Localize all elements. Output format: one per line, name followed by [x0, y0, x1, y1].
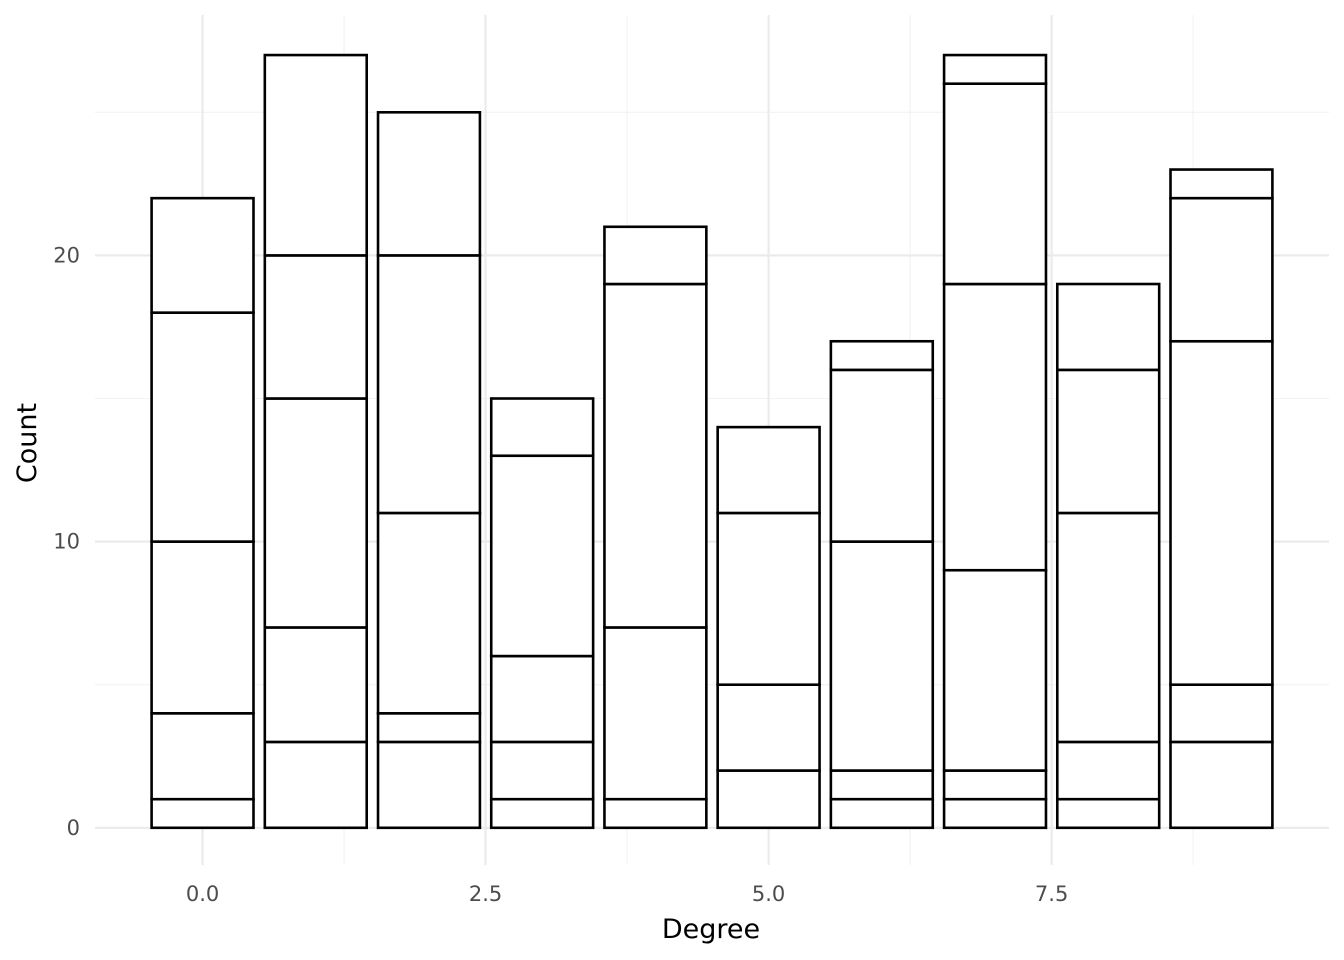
bar-stack [1055, 282, 1161, 830]
bar-segment [489, 454, 595, 658]
bar-segment [263, 254, 369, 400]
bar-segment [489, 740, 595, 801]
bar-segment [263, 740, 369, 830]
bar-segment [263, 626, 369, 744]
bar-segment [150, 797, 255, 830]
bar-segment [716, 425, 821, 515]
bar-segment [603, 797, 708, 830]
bar-segment [1055, 282, 1161, 372]
bar-segment [603, 225, 708, 286]
bar-segment [150, 540, 255, 715]
bar-segment [829, 540, 935, 772]
bar-stack [829, 339, 935, 830]
x-tick-label: 5.0 [752, 882, 785, 906]
bar-segment [942, 282, 1048, 572]
bar-segment [1169, 339, 1274, 686]
x-tick-label: 0.0 [186, 882, 219, 906]
bar-stack [603, 225, 708, 830]
bar-stack [716, 425, 821, 830]
bar-stack [489, 397, 595, 830]
bar-segment [1055, 368, 1161, 515]
bar-segment [829, 368, 935, 543]
bar-segment [150, 311, 255, 543]
bar-segment [150, 196, 255, 314]
bar-segment [942, 797, 1048, 830]
bar-segment [829, 339, 935, 372]
bar-segment [376, 740, 482, 830]
bar-segment [376, 111, 482, 257]
bar-stack [376, 111, 482, 830]
bar-segment [263, 53, 369, 257]
bar-segment [942, 82, 1048, 286]
bar-segment [263, 397, 369, 629]
bar-segment [1169, 740, 1274, 830]
bar-stack [150, 196, 255, 830]
bar-stack [942, 53, 1048, 830]
bars [150, 53, 1274, 830]
x-tick-label: 2.5 [469, 882, 502, 906]
bar-segment [1169, 168, 1274, 200]
tick-labels: 0.0 2.5 5.0 7.5 0 10 20 [53, 243, 1068, 906]
bar-segment [942, 53, 1048, 85]
bar-stack [263, 53, 369, 830]
y-tick-label: 10 [53, 530, 80, 554]
bar-segment [716, 511, 821, 686]
bar-segment [716, 769, 821, 830]
bar-segment [489, 797, 595, 830]
y-tick-label: 0 [67, 816, 80, 840]
bar-stack [1169, 168, 1274, 830]
bar-segment [376, 712, 482, 744]
x-tick-label: 7.5 [1035, 882, 1068, 906]
bar-segment [829, 797, 935, 830]
bar-segment [1169, 196, 1274, 343]
bar-segment [1055, 797, 1161, 830]
x-axis-title: Degree [662, 914, 760, 945]
bar-segment [603, 626, 708, 801]
bar-segment [150, 712, 255, 801]
bar-segment [489, 397, 595, 458]
bar-segment [1055, 511, 1161, 744]
bar-segment [1055, 740, 1161, 801]
bar-segment [942, 568, 1048, 772]
bar-segment [603, 282, 708, 629]
bar-segment [829, 769, 935, 801]
y-tick-label: 20 [53, 243, 80, 267]
bar-segment [1169, 683, 1274, 744]
bar-segment [942, 769, 1048, 801]
bar-segment [716, 683, 821, 772]
y-axis-title: Count [12, 403, 43, 483]
bar-segment [489, 654, 595, 744]
bar-segment [376, 254, 482, 515]
bar-segment [376, 511, 482, 715]
